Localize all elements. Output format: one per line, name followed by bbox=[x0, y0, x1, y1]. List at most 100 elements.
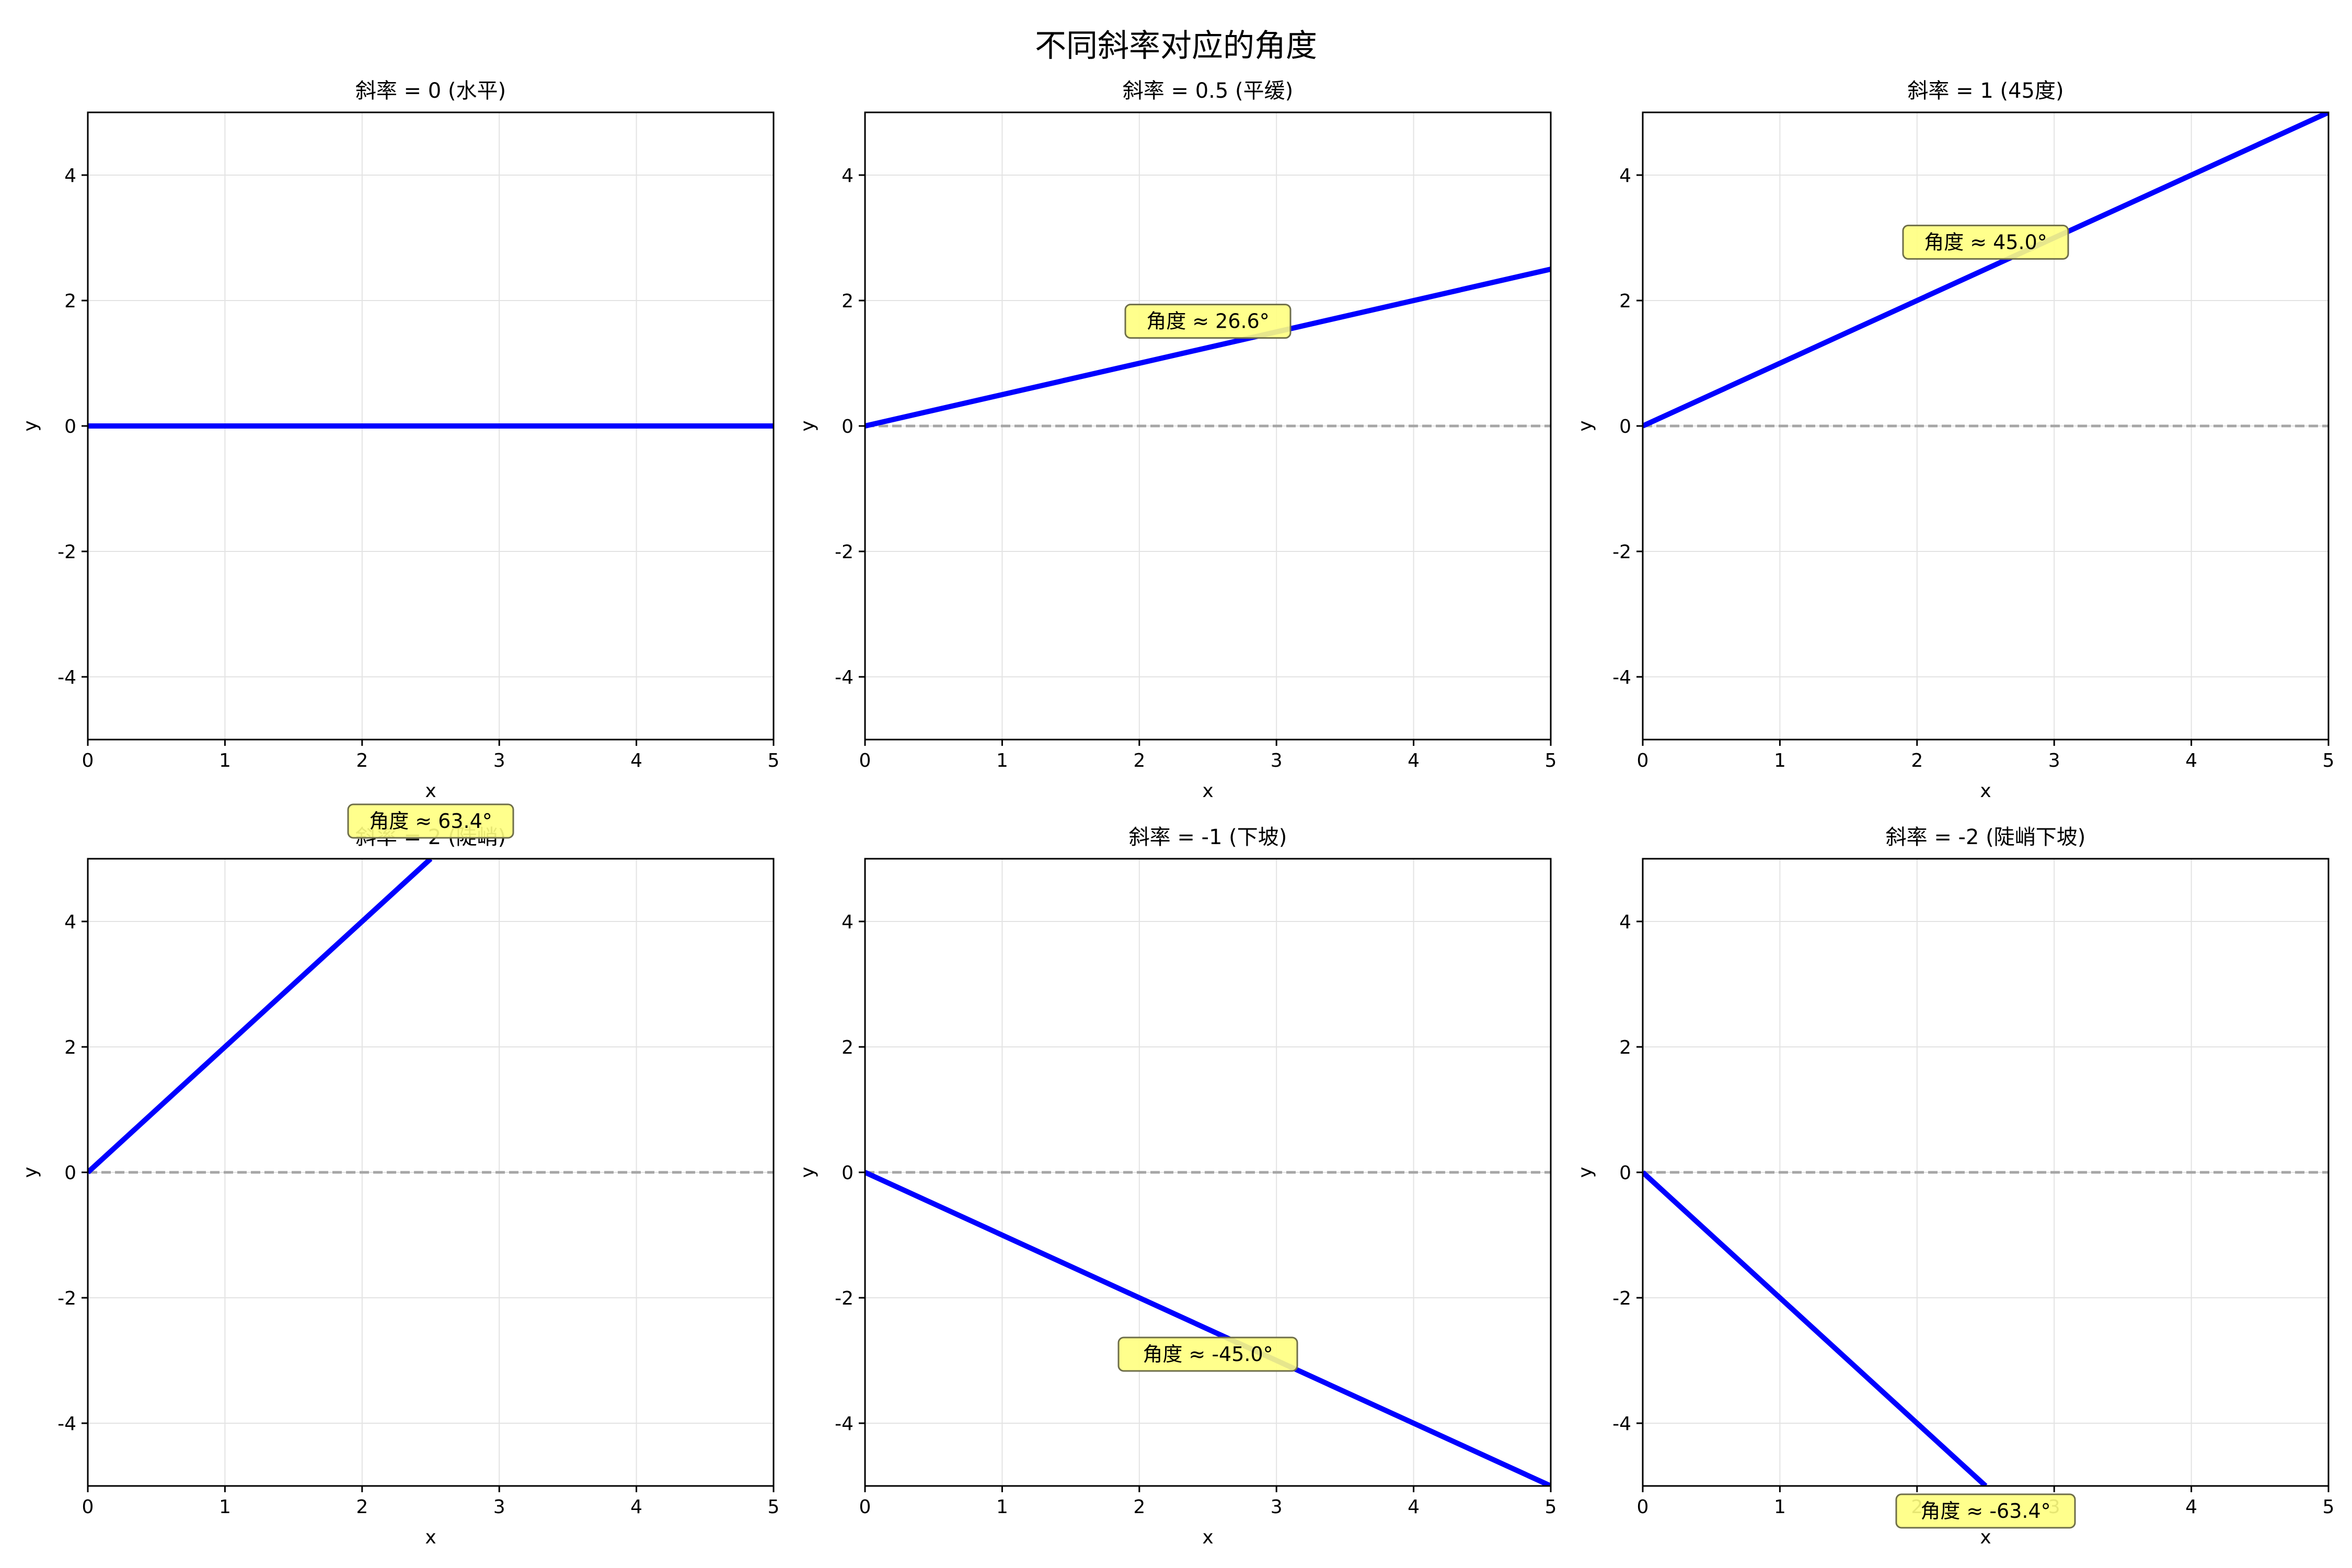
y-tick-label: 4 bbox=[1619, 165, 1631, 187]
subplot-3: 0 1 2 3 4 5 -4 -2 0 2 4 x y 斜率 = 1 (45度) 角度 ≈ 45.0° bbox=[1575, 79, 2334, 802]
y-tick-label: -2 bbox=[1612, 1288, 1631, 1309]
x-tick-label: 0 bbox=[859, 1496, 871, 1518]
y-tick-label: -4 bbox=[57, 667, 76, 688]
x-tick-label: 4 bbox=[2185, 1496, 2197, 1518]
y-tick-label: 0 bbox=[1619, 1162, 1631, 1184]
x-tick-label: 2 bbox=[1133, 750, 1145, 771]
x-axis-label: x bbox=[1202, 1527, 1213, 1548]
x-tick-label: 4 bbox=[630, 1496, 642, 1518]
angle-annotation-box bbox=[1895, 1493, 2076, 1529]
y-axis-label: y bbox=[797, 420, 818, 431]
angle-annotation-text: 角度 ≈ 26.6° bbox=[1146, 310, 1270, 333]
y-tick-label: 4 bbox=[841, 912, 854, 933]
y-tick-label: -2 bbox=[835, 541, 854, 563]
x-tick-label: 5 bbox=[1545, 1496, 1557, 1518]
series-line bbox=[1643, 1170, 1988, 1486]
angle-annotation-text: 角度 ≈ -45.0° bbox=[1143, 1343, 1273, 1366]
x-tick-label: 5 bbox=[2323, 1496, 2335, 1518]
subplot-title: 斜率 = 0.5 (平缓) bbox=[1123, 79, 1293, 103]
subplot-grid: 0 1 2 3 4 5 -4 -2 0 2 4 x y 斜率 = 0 (水平) 0 1 2 3 4 5 -4 -2 0 2 4 x… bbox=[20, 79, 2334, 1548]
y-axis-label: y bbox=[1575, 420, 1596, 431]
y-tick-label: -2 bbox=[57, 1288, 76, 1309]
angle-annotation-box bbox=[347, 803, 514, 839]
y-tick-label: 4 bbox=[1619, 912, 1631, 933]
angle-annotation-text: 角度 ≈ 45.0° bbox=[1924, 230, 2047, 253]
y-tick-label: 2 bbox=[841, 1037, 854, 1058]
y-tick-label: 0 bbox=[64, 416, 76, 437]
x-tick-label: 0 bbox=[82, 1496, 94, 1518]
y-tick-label: -4 bbox=[835, 1413, 854, 1435]
y-tick-label: 2 bbox=[841, 291, 854, 312]
y-tick-label: 0 bbox=[841, 416, 854, 437]
x-tick-label: 5 bbox=[1545, 750, 1557, 771]
y-tick-label: -4 bbox=[1612, 1413, 1631, 1435]
x-tick-label: 3 bbox=[2048, 750, 2060, 771]
y-axis-label: y bbox=[797, 1167, 818, 1178]
figure-title: 不同斜率对应的角度 bbox=[1035, 28, 1317, 64]
angle-annotation-text: 角度 ≈ 63.4° bbox=[369, 810, 492, 833]
y-axis-label: y bbox=[20, 420, 41, 431]
y-tick-label: 2 bbox=[1619, 291, 1631, 312]
x-tick-label: 5 bbox=[2323, 750, 2335, 771]
angle-annotation-text: 角度 ≈ -63.4° bbox=[1920, 1500, 2050, 1523]
y-tick-label: 0 bbox=[841, 1162, 854, 1184]
x-tick-label: 1 bbox=[219, 750, 231, 771]
x-tick-label: 0 bbox=[1637, 1496, 1649, 1518]
subplot-title: 斜率 = -1 (下坡) bbox=[1129, 825, 1287, 849]
x-tick-label: 3 bbox=[1271, 1496, 1283, 1518]
y-tick-label: 2 bbox=[64, 1037, 76, 1058]
y-tick-label: 2 bbox=[1619, 1037, 1631, 1058]
x-tick-label: 0 bbox=[82, 750, 94, 771]
angle-annotation-box bbox=[1117, 1336, 1298, 1372]
x-axis-label: x bbox=[1980, 1527, 1991, 1548]
x-tick-label: 5 bbox=[768, 750, 780, 771]
y-axis-label: y bbox=[20, 1167, 41, 1178]
x-tick-label: 3 bbox=[493, 1496, 505, 1518]
x-tick-label: 1 bbox=[1774, 1496, 1786, 1518]
x-tick-label: 4 bbox=[1408, 750, 1420, 771]
subplot-1: 0 1 2 3 4 5 -4 -2 0 2 4 x y 斜率 = 0 (水平) bbox=[20, 79, 779, 802]
y-tick-label: 0 bbox=[1619, 416, 1631, 437]
x-tick-label: 2 bbox=[356, 1496, 368, 1518]
y-tick-label: 4 bbox=[841, 165, 854, 187]
x-tick-label: 4 bbox=[2185, 750, 2197, 771]
subplot-title: 斜率 = 0 (水平) bbox=[355, 79, 506, 103]
x-tick-label: 1 bbox=[996, 750, 1008, 771]
x-tick-label: 4 bbox=[1408, 1496, 1420, 1518]
x-axis-label: x bbox=[425, 780, 436, 802]
x-tick-label: 2 bbox=[1133, 1496, 1145, 1518]
x-axis-label: x bbox=[1980, 780, 1991, 802]
subplot-5: 0 1 2 3 4 5 -4 -2 0 2 4 x y 斜率 = -1 (下坡) 角度 ≈ -45.0° bbox=[797, 825, 1557, 1548]
y-tick-label: -4 bbox=[835, 667, 854, 688]
x-tick-label: 1 bbox=[996, 1496, 1008, 1518]
series-line bbox=[865, 1170, 1551, 1486]
x-tick-label: 0 bbox=[1637, 750, 1649, 771]
series-line bbox=[1643, 112, 2328, 429]
x-tick-label: 5 bbox=[768, 1496, 780, 1518]
x-tick-label: 1 bbox=[219, 1496, 231, 1518]
x-tick-label: 3 bbox=[493, 750, 505, 771]
subplot-2: 0 1 2 3 4 5 -4 -2 0 2 4 x y 斜率 = 0.5 (平缓) 角度 ≈ 26.6° bbox=[797, 79, 1557, 802]
x-axis-label: x bbox=[425, 1527, 436, 1548]
x-tick-label: 1 bbox=[1774, 750, 1786, 771]
y-axis-label: y bbox=[1575, 1167, 1596, 1178]
angle-annotation-box bbox=[1902, 224, 2069, 260]
series-line bbox=[865, 267, 1551, 429]
angle-annotation-box bbox=[1124, 304, 1292, 339]
x-tick-label: 4 bbox=[630, 750, 642, 771]
x-tick-label: 2 bbox=[356, 750, 368, 771]
y-tick-label: 2 bbox=[64, 291, 76, 312]
y-tick-label: -2 bbox=[57, 541, 76, 563]
y-tick-label: 4 bbox=[64, 165, 76, 187]
y-tick-label: -2 bbox=[835, 1288, 854, 1309]
subplot-title: 斜率 = -2 (陡峭下坡) bbox=[1886, 825, 2086, 849]
y-tick-label: -4 bbox=[1612, 667, 1631, 688]
subplot-title: 斜率 = 1 (45度) bbox=[1907, 79, 2063, 103]
x-tick-label: 3 bbox=[1271, 750, 1283, 771]
y-tick-label: 4 bbox=[64, 912, 76, 933]
x-tick-label: 2 bbox=[1911, 750, 1923, 771]
series-line bbox=[88, 859, 433, 1174]
